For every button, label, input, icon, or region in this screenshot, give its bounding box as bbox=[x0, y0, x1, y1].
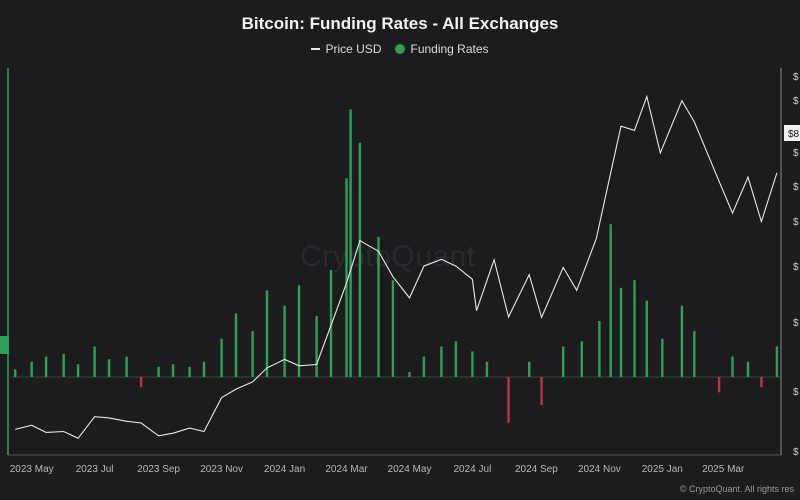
funding-dot-swatch bbox=[395, 44, 406, 54]
legend-item-price[interactable]: Price USD bbox=[311, 42, 381, 56]
x-tick-label: 2024 Nov bbox=[578, 464, 621, 475]
funding-bar bbox=[454, 341, 458, 377]
funding-bar bbox=[633, 280, 636, 377]
funding-bar bbox=[507, 377, 510, 423]
funding-bar bbox=[107, 359, 111, 377]
funding-bar bbox=[329, 270, 333, 377]
funding-bar bbox=[731, 356, 734, 377]
funding-bar bbox=[349, 109, 352, 377]
current-price-label: $8 bbox=[788, 129, 800, 140]
x-tick-label: 2024 Jan bbox=[264, 464, 305, 475]
funding-bar bbox=[265, 290, 269, 377]
funding-bar bbox=[139, 377, 143, 388]
y-tick-label: $ bbox=[793, 447, 799, 458]
funding-bar bbox=[661, 338, 664, 377]
legend-item-funding[interactable]: Funding Rates bbox=[395, 42, 489, 56]
y-tick-label: $ bbox=[793, 387, 799, 398]
price-line-swatch bbox=[311, 48, 321, 50]
funding-bars bbox=[14, 109, 779, 423]
x-tick-label: 2024 Sep bbox=[515, 464, 558, 475]
funding-bar bbox=[345, 178, 348, 377]
funding-bar bbox=[125, 356, 128, 377]
funding-bar bbox=[251, 331, 254, 377]
x-tick-label: 2025 Jan bbox=[642, 464, 683, 475]
y-tick-label: $ bbox=[793, 262, 799, 273]
funding-bar bbox=[14, 369, 17, 377]
funding-bar bbox=[471, 351, 474, 377]
x-tick-label: 2024 May bbox=[388, 464, 432, 475]
funding-bar bbox=[76, 364, 80, 377]
funding-bar bbox=[408, 371, 411, 377]
funding-bar bbox=[234, 313, 238, 377]
x-tick-label: 2024 Jul bbox=[453, 464, 491, 475]
y-tick-label: $ bbox=[793, 182, 799, 193]
y-tick-label: $ bbox=[793, 72, 799, 83]
funding-bar bbox=[297, 285, 301, 377]
funding-bar bbox=[528, 361, 531, 377]
x-tick-label: 2023 Jul bbox=[76, 464, 114, 475]
x-tick-label: 2024 Mar bbox=[325, 464, 368, 475]
funding-bar bbox=[93, 346, 96, 377]
funding-bar bbox=[377, 236, 380, 377]
credit-text: © CryptoQuant. All rights res bbox=[679, 484, 794, 494]
funding-bar bbox=[188, 366, 191, 377]
funding-bar bbox=[171, 364, 175, 377]
y-tick-label: $ bbox=[793, 96, 799, 107]
x-tick-label: 2023 Sep bbox=[137, 464, 180, 475]
funding-bar bbox=[283, 305, 286, 377]
funding-bar bbox=[440, 346, 443, 377]
funding-bar bbox=[62, 354, 65, 377]
funding-bar bbox=[598, 321, 601, 377]
funding-bar bbox=[746, 361, 750, 377]
funding-bar bbox=[619, 287, 623, 377]
funding-bar bbox=[485, 361, 489, 377]
funding-bar bbox=[760, 377, 763, 388]
funding-bar bbox=[562, 346, 565, 377]
funding-bar bbox=[580, 341, 583, 377]
y-tick-label: $ bbox=[793, 148, 799, 159]
x-tick-label: 2023 May bbox=[10, 464, 54, 475]
funding-bar bbox=[391, 280, 395, 377]
funding-bar bbox=[693, 331, 696, 377]
funding-bar bbox=[358, 142, 362, 377]
legend-label-price: Price USD bbox=[325, 42, 382, 56]
left-axis-marker bbox=[0, 336, 9, 354]
funding-bar bbox=[645, 300, 648, 377]
funding-bar bbox=[540, 377, 543, 405]
x-tick-label: 2025 Mar bbox=[702, 464, 745, 475]
legend-label-funding: Funding Rates bbox=[410, 42, 489, 56]
funding-bar bbox=[157, 366, 160, 377]
funding-bar bbox=[422, 356, 426, 377]
funding-bar bbox=[220, 338, 223, 377]
current-price-marker: $8 bbox=[784, 125, 800, 141]
y-tick-labels: $ $ $ $ $ $ $ $ $ bbox=[793, 72, 799, 458]
funding-bar bbox=[44, 356, 48, 377]
y-tick-label: $ bbox=[793, 217, 799, 228]
funding-bar bbox=[609, 224, 612, 377]
funding-bar bbox=[202, 361, 206, 377]
legend: Price USD Funding Rates bbox=[0, 42, 800, 56]
price-line bbox=[15, 94, 778, 439]
x-tick-label: 2023 Nov bbox=[200, 464, 243, 475]
funding-bar bbox=[30, 361, 33, 377]
funding-bar bbox=[717, 377, 721, 393]
x-tick-labels: 2023 May 2023 Jul 2023 Sep 2023 Nov 2024 Jan… bbox=[10, 464, 745, 475]
funding-bar bbox=[315, 315, 318, 377]
y-tick-label: $ bbox=[793, 318, 799, 329]
funding-bar bbox=[680, 305, 684, 377]
chart-title: Bitcoin: Funding Rates - All Exchanges bbox=[241, 14, 559, 33]
funding-bar bbox=[775, 346, 779, 377]
